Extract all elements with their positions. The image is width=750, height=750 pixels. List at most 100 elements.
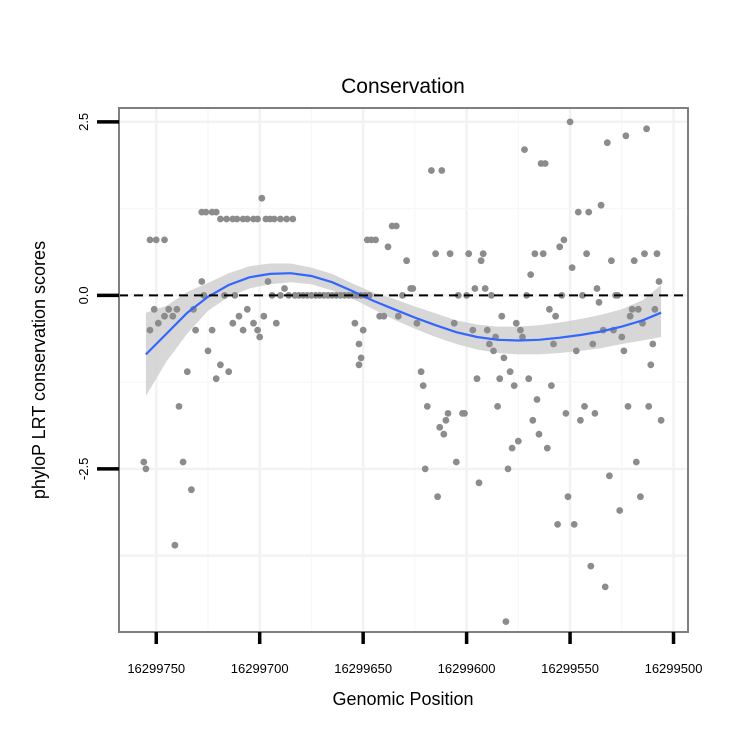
data-point — [161, 312, 168, 320]
data-point — [239, 326, 247, 334]
y-tick-label: -2.5 — [76, 458, 91, 480]
data-point — [626, 312, 634, 320]
data-point — [651, 305, 659, 313]
data-point — [442, 416, 450, 424]
data-point — [351, 319, 359, 327]
data-point — [483, 326, 491, 334]
smooth-line — [145, 272, 662, 356]
data-point — [494, 403, 501, 410]
data-point — [628, 305, 636, 313]
data-point — [587, 562, 595, 570]
data-point — [277, 215, 284, 223]
data-point — [645, 403, 653, 410]
data-point — [436, 423, 444, 431]
data-point — [446, 250, 454, 258]
data-point — [188, 486, 195, 494]
data-point — [653, 250, 661, 258]
data-point — [355, 361, 363, 369]
data-point — [212, 375, 220, 383]
data-point — [175, 403, 183, 410]
data-point — [529, 416, 537, 424]
data-point — [471, 285, 479, 292]
data-point — [643, 125, 650, 133]
data-point — [260, 312, 268, 320]
grid-lines — [119, 108, 688, 632]
data-point — [198, 278, 206, 285]
x-tick-label: 16299700 — [231, 661, 289, 676]
data-point — [475, 479, 483, 487]
data-point — [500, 354, 508, 362]
data-point — [548, 382, 555, 389]
x-tick-label: 16299750 — [127, 661, 185, 676]
data-point — [603, 139, 611, 147]
data-point — [506, 368, 514, 376]
data-point — [428, 167, 435, 174]
data-point — [655, 278, 663, 285]
data-point — [477, 257, 485, 265]
data-point — [583, 250, 590, 258]
data-point — [254, 215, 261, 223]
points-layer — [140, 118, 665, 625]
data-point — [488, 292, 495, 299]
data-point — [173, 305, 181, 313]
data-point — [272, 319, 280, 327]
data-point — [192, 326, 200, 334]
data-point — [146, 236, 154, 244]
data-point — [496, 375, 504, 383]
data-point — [504, 465, 512, 473]
data-point — [154, 319, 162, 327]
data-point — [649, 340, 657, 348]
data-point — [231, 292, 239, 299]
data-point — [510, 382, 518, 389]
data-point — [479, 250, 487, 258]
data-point — [200, 292, 208, 299]
data-point — [630, 257, 638, 265]
data-point — [409, 285, 417, 292]
data-point — [152, 236, 160, 244]
data-point — [217, 215, 224, 223]
confidence-band — [145, 263, 662, 396]
data-point — [622, 132, 630, 140]
data-point — [564, 493, 572, 501]
x-axis-title: Genomic Position — [332, 689, 473, 709]
data-point — [452, 458, 460, 466]
data-point — [465, 250, 473, 258]
x-axis: 16299750 16299700 16299650 16299600 16299550… — [127, 632, 702, 676]
data-point — [281, 285, 288, 292]
data-point — [454, 292, 462, 299]
data-point — [550, 340, 557, 348]
data-point — [438, 167, 446, 174]
data-point — [498, 312, 506, 320]
panel-border — [118, 107, 689, 633]
data-point — [616, 507, 624, 514]
data-point — [212, 208, 220, 216]
data-point — [541, 160, 549, 167]
data-point — [142, 465, 150, 473]
data-point — [589, 340, 597, 348]
data-point — [202, 208, 210, 216]
data-point — [461, 410, 468, 417]
data-point — [243, 215, 251, 223]
data-point — [403, 257, 410, 265]
data-point — [359, 326, 367, 334]
data-point — [533, 396, 541, 403]
data-point — [546, 305, 553, 313]
data-point — [624, 403, 632, 410]
data-point — [595, 298, 603, 306]
data-point — [217, 361, 224, 369]
data-point — [591, 410, 599, 417]
data-point — [601, 583, 609, 591]
data-point — [256, 333, 264, 341]
y-tick-label: 2.5 — [76, 113, 91, 131]
data-point — [634, 305, 642, 313]
data-point — [632, 458, 640, 466]
data-point — [444, 410, 452, 417]
data-point — [392, 222, 400, 230]
confidence-band-layer — [145, 263, 662, 396]
data-point — [432, 250, 439, 258]
data-point — [283, 215, 290, 223]
data-point — [581, 403, 588, 410]
data-point — [423, 403, 431, 410]
x-tick-label: 16299500 — [645, 661, 703, 676]
